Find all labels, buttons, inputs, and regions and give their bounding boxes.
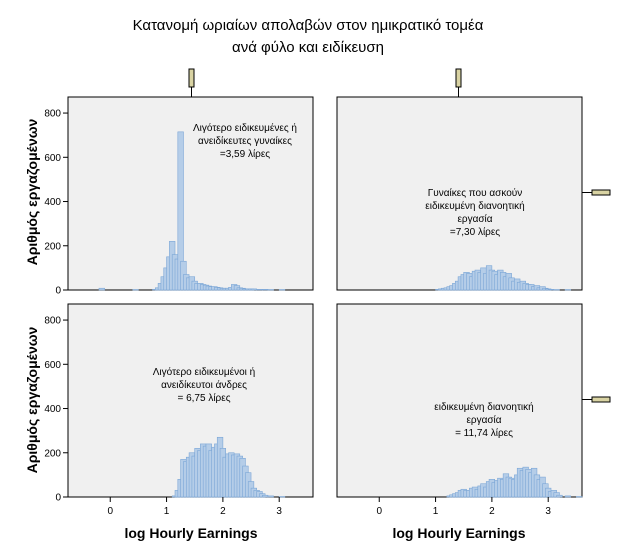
panel-annotation-line: εργασία bbox=[457, 213, 492, 225]
histogram-bar bbox=[547, 289, 555, 291]
histogram-bar bbox=[256, 289, 263, 291]
x-tick-label: 2 bbox=[220, 506, 226, 517]
histogram-bar bbox=[564, 495, 572, 498]
y-tick-label: 0 bbox=[55, 493, 61, 504]
x-tick-label: 0 bbox=[376, 506, 382, 517]
panel-annotation-line: ειδικευμένη διανοητική bbox=[434, 401, 533, 413]
column-marker-left bbox=[188, 68, 195, 88]
panel-1: 0 200 400 600 800 Λιγότερο ειδικευμένες ήανει… bbox=[44, 96, 314, 297]
y-axis-title-bottom: Αριθμός εργαζομένων bbox=[24, 326, 40, 473]
panel-annotation-line: = 6,75 λίρες bbox=[177, 392, 230, 404]
panel-background bbox=[336, 303, 583, 498]
x-tick-label: 3 bbox=[276, 506, 282, 517]
histogram-bar bbox=[576, 496, 583, 498]
histogram-bar bbox=[98, 287, 105, 291]
chart-title-line-2: ανά φύλο και ειδίκευση bbox=[232, 39, 384, 56]
y-tick-label: 800 bbox=[44, 109, 61, 120]
y-tick-label: 200 bbox=[44, 448, 61, 459]
x-tick-label: 3 bbox=[545, 506, 551, 517]
panel-annotation-line: Λιγότερο ειδικευμένοι ή bbox=[153, 366, 256, 378]
panel-annotation-line: ανειδίκευτοι άνδρες bbox=[161, 379, 247, 391]
panel-annotation-line: =7,30 λίρες bbox=[450, 226, 500, 238]
x-axis-title-right: log Hourly Earnings bbox=[392, 525, 525, 541]
x-tick-label: 1 bbox=[433, 506, 439, 517]
x-axis-title-left: log Hourly Earnings bbox=[124, 525, 257, 541]
column-marker-right bbox=[455, 68, 462, 88]
y-tick-label: 800 bbox=[44, 316, 61, 327]
y-tick-label: 600 bbox=[44, 153, 61, 164]
histogram-bar bbox=[278, 289, 286, 291]
histogram-bar bbox=[553, 289, 560, 291]
panel-annotation-line: =3,59 λίρες bbox=[220, 148, 270, 160]
y-tick-label: 200 bbox=[44, 241, 61, 252]
x-tick-label: 0 bbox=[107, 506, 113, 517]
histogram-bar bbox=[278, 496, 286, 498]
x-tick-label: 1 bbox=[164, 506, 170, 517]
y-tick-label: 0 bbox=[55, 286, 61, 297]
panel-background bbox=[336, 96, 583, 291]
y-axis-title-top: Αριθμός εργαζομένων bbox=[24, 118, 40, 265]
histogram-bar bbox=[250, 288, 257, 291]
y-tick-label: 600 bbox=[44, 360, 61, 371]
histogram-bar bbox=[556, 494, 563, 498]
histogram-bar bbox=[267, 289, 274, 291]
panel-annotation-line: ανειδίκευτες γυναίκες bbox=[198, 135, 292, 147]
panel-annotation-line: εργασία bbox=[466, 414, 501, 426]
histogram-bar bbox=[262, 494, 269, 498]
histogram-bar bbox=[267, 495, 274, 498]
y-tick-label: 400 bbox=[44, 404, 61, 415]
row-marker-bottom bbox=[591, 396, 611, 403]
histogram-bar bbox=[564, 289, 572, 291]
panel-background bbox=[67, 96, 314, 291]
y-tick-label: 400 bbox=[44, 197, 61, 208]
panel-annotation-line: = 11,74 λίρες bbox=[455, 427, 513, 439]
histogram-bar bbox=[262, 289, 269, 291]
panel-3: 0 200 400 600 800 0 1 2 3 Λιγότερο ειδικευμένοι ή… bbox=[44, 303, 314, 517]
panel-annotation-line: Λιγότερο ειδικευμένες ή bbox=[193, 122, 297, 134]
histogram-bar bbox=[132, 289, 139, 291]
x-tick-label: 2 bbox=[489, 506, 495, 517]
row-marker-top bbox=[591, 189, 611, 196]
chart-title-line-1: Κατανομή ωριαίων απολαβών στον ημικρατικ… bbox=[133, 17, 484, 34]
panel-annotation-line: ειδικευμένη διανοητική bbox=[425, 200, 524, 212]
panel-annotation-line: Γυναίκες που ασκούν bbox=[428, 187, 522, 199]
